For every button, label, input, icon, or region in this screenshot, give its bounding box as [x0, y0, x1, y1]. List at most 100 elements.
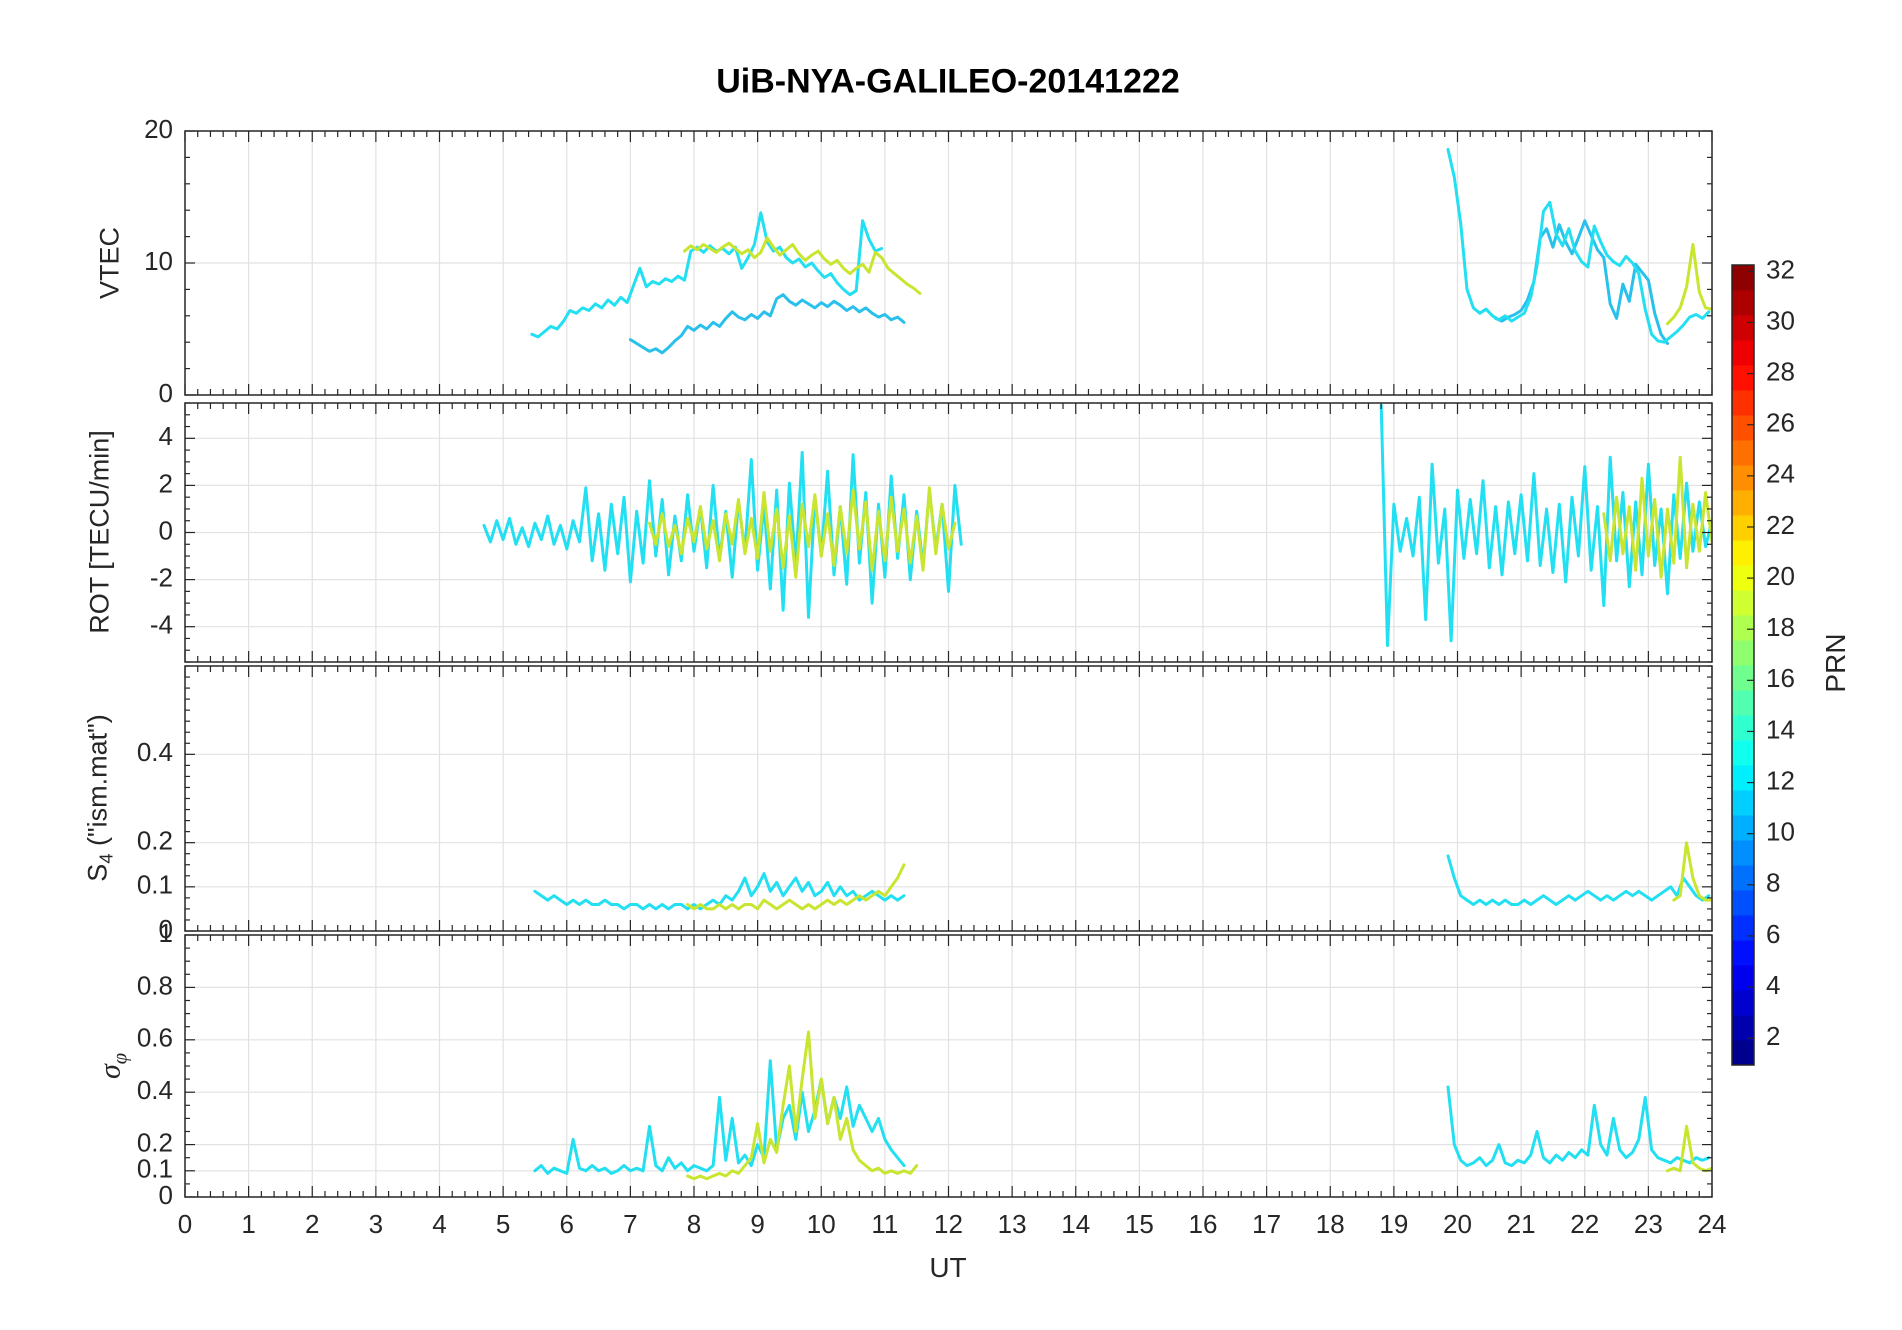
xtick-label: 23 — [1634, 1209, 1663, 1239]
xtick-label: 22 — [1570, 1209, 1599, 1239]
colorbar-step — [1732, 965, 1754, 991]
ylabel-s4-base: S — [82, 863, 113, 882]
colorbar-step — [1732, 265, 1754, 291]
colorbar-step — [1732, 890, 1754, 916]
colorbar-step — [1732, 665, 1754, 691]
colorbar-tick-label: 4 — [1766, 970, 1780, 1000]
colorbar-tick-label: 32 — [1766, 254, 1795, 284]
ytick-label-rot: -4 — [150, 610, 173, 640]
ylabel-s4-sub: 4 — [95, 853, 117, 864]
colorbar-tick-label: 18 — [1766, 612, 1795, 642]
colorbar-step — [1732, 615, 1754, 641]
colorbar-tick-label: 24 — [1766, 459, 1795, 489]
ylabel-rot: ROT [TECU/min] — [85, 430, 116, 634]
colorbar-tick-label: 8 — [1766, 868, 1780, 898]
xtick-label: 18 — [1316, 1209, 1345, 1239]
colorbar-tick-label: 28 — [1766, 357, 1795, 387]
colorbar-step — [1732, 565, 1754, 591]
colorbar-step — [1732, 465, 1754, 491]
ytick-label-sigma: 0.8 — [137, 970, 173, 1000]
xtick-label: 15 — [1125, 1209, 1154, 1239]
xtick-label: 6 — [560, 1209, 574, 1239]
colorbar-step — [1732, 690, 1754, 716]
series-vtec-cyan-4 — [1494, 219, 1669, 345]
series-sigma-green-1 — [686, 1030, 919, 1181]
ylabel-rot-text: ROT [TECU/min] — [84, 430, 115, 634]
colorbar-step — [1732, 865, 1754, 891]
xtick-label: 2 — [305, 1209, 319, 1239]
xtick-label: 10 — [807, 1209, 836, 1239]
colorbar-tick-label: 22 — [1766, 510, 1795, 540]
colorbar-step — [1732, 290, 1754, 316]
panel-rot: -4 -2 0 2 4 — [150, 402, 1713, 663]
series-sigma-cyan-2 — [1446, 1085, 1711, 1168]
ytick-label-sigma: 0.6 — [137, 1023, 173, 1053]
ytick-label-vtec: 0 — [159, 378, 173, 408]
xtick-label: 19 — [1379, 1209, 1408, 1239]
colorbar-step — [1732, 1040, 1754, 1066]
ytick-label-sigma: 0.2 — [137, 1127, 173, 1157]
series-vtec-green-2 — [1666, 243, 1712, 326]
xtick-label: 5 — [496, 1209, 510, 1239]
xtick-label: 4 — [432, 1209, 446, 1239]
colorbar-step — [1732, 840, 1754, 866]
colorbar-step — [1732, 390, 1754, 416]
xtick-label: 20 — [1443, 1209, 1472, 1239]
series-rot-green-1 — [648, 486, 957, 579]
colorbar-step — [1732, 790, 1754, 816]
colorbar-label-prn: PRN — [1820, 633, 1851, 693]
colorbar-tick-label: 10 — [1766, 817, 1795, 847]
xtick-label: 8 — [687, 1209, 701, 1239]
colorbar-step — [1732, 765, 1754, 791]
xtick-label: 3 — [369, 1209, 383, 1239]
colorbar-step — [1732, 915, 1754, 941]
xtick-label: 1 — [241, 1209, 255, 1239]
xtick-label: 0 — [178, 1209, 192, 1239]
colorbar-tick-label: 20 — [1766, 561, 1795, 591]
ytick-label-rot: 2 — [159, 468, 173, 498]
series-vtec-cyan-1 — [530, 211, 884, 339]
colorbar-step — [1732, 1015, 1754, 1041]
colorbar-step — [1732, 540, 1754, 566]
xtick-label: 16 — [1189, 1209, 1218, 1239]
ytick-label-sigma: 0 — [159, 1180, 173, 1210]
series-s4-green-2 — [1672, 841, 1712, 902]
ytick-label-sigma: 0.4 — [137, 1075, 173, 1105]
colorbar-step — [1732, 365, 1754, 391]
ytick-label-rot: -2 — [150, 562, 173, 592]
ytick-label-s4: 0.2 — [137, 826, 173, 856]
ylabel-vtec-text: VTEC — [94, 226, 125, 300]
xtick-label: 14 — [1061, 1209, 1090, 1239]
xtick-label: 9 — [750, 1209, 764, 1239]
colorbar-tick-label: 2 — [1766, 1021, 1780, 1051]
ytick-label-s4: 0 — [159, 914, 173, 944]
colorbar-tick-label: 30 — [1766, 305, 1795, 335]
ytick-label-rot: 0 — [159, 515, 173, 545]
ylabel-vtec: VTEC — [95, 227, 126, 299]
colorbar-tick-label: 6 — [1766, 919, 1780, 949]
ylabel-s4-suffix: ("ism.mat") — [82, 714, 113, 854]
ylabel-sigma-sub: φ — [109, 1052, 132, 1065]
xtick-label: 24 — [1698, 1209, 1727, 1239]
colorbar-step — [1732, 740, 1754, 766]
ylabel-s4: S4 ("ism.mat") — [82, 714, 117, 881]
colorbar-step — [1732, 640, 1754, 666]
ytick-label-vtec: 20 — [144, 114, 173, 144]
series-sigma-cyan-1 — [533, 1059, 906, 1175]
panel-s4: 0 0.1 0.2 0.4 — [137, 665, 1713, 944]
series-s4-cyan-2 — [1446, 854, 1711, 906]
colorbar-step — [1732, 715, 1754, 741]
colorbar-tick-label: 14 — [1766, 714, 1795, 744]
colorbar-step — [1732, 340, 1754, 366]
colorbar-step — [1732, 990, 1754, 1016]
ytick-label-sigma: 0.1 — [137, 1154, 173, 1184]
ytick-label-s4: 0.1 — [137, 870, 173, 900]
xlabel-ut: UT — [929, 1252, 967, 1283]
chart-title: UiB-NYA-GALILEO-20141222 — [716, 62, 1180, 101]
colorbar-tick-label: 26 — [1766, 408, 1795, 438]
colorbar-step — [1732, 440, 1754, 466]
colorbar-step — [1732, 940, 1754, 966]
ytick-label-s4: 0.4 — [137, 737, 173, 767]
